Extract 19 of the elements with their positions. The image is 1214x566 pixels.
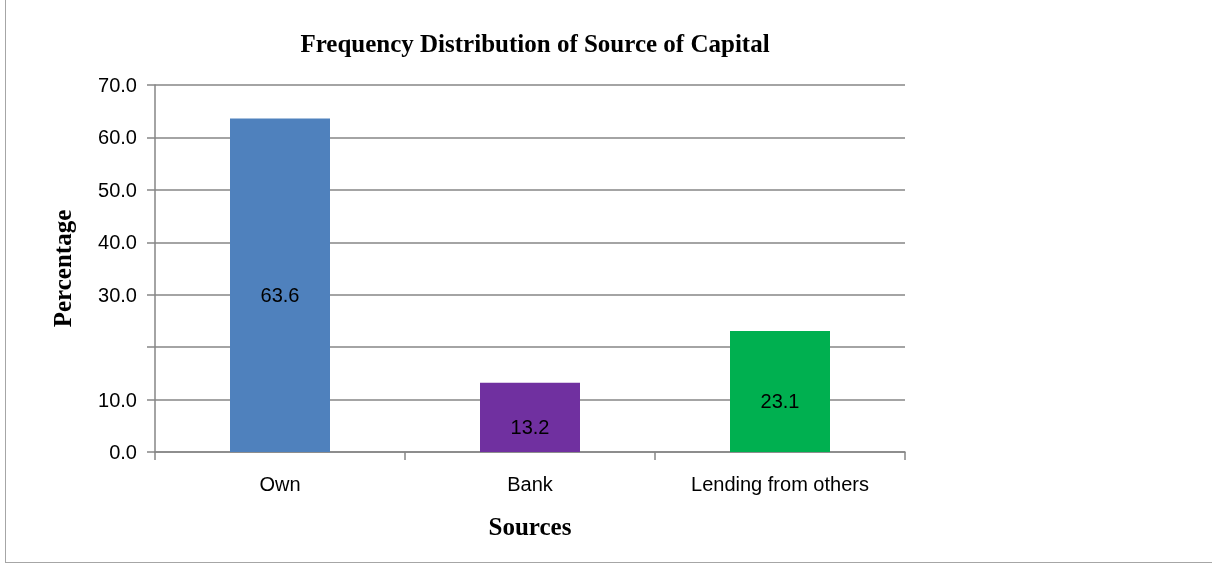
data-label: 23.1 (760, 390, 800, 413)
y-tick-label: 40.0 (98, 231, 137, 254)
data-label: 63.6 (260, 284, 300, 307)
x-tick-label: Own (259, 473, 301, 495)
x-axis-title: Sources (488, 513, 572, 540)
y-tick-label: 60.0 (98, 126, 137, 149)
bar (730, 330, 830, 452)
y-axis-title: Percentage (49, 209, 76, 328)
y-tick-label: 70.0 (98, 74, 137, 96)
x-tick-label: Lending from others (691, 473, 869, 495)
bar (480, 382, 580, 452)
chart-title: Frequency Distribution of Source of Capital (300, 30, 770, 57)
data-label: 13.2 (510, 416, 550, 439)
x-tick-label: Bank (507, 473, 554, 495)
bar (230, 118, 330, 452)
y-tick-label: 30.0 (98, 283, 137, 306)
y-tick-label: 50.0 (98, 178, 137, 201)
y-tick-label: 0.0 (109, 441, 137, 463)
y-tick-label: 10.0 (98, 388, 137, 411)
